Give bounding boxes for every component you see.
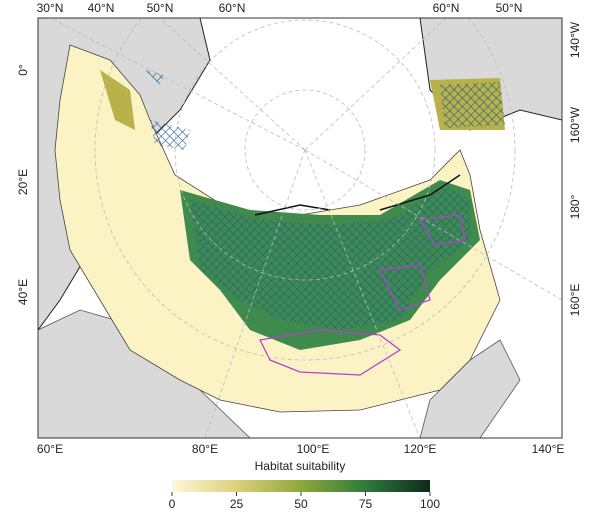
colorbar-tick-label: 100	[420, 497, 440, 511]
right-label: 160°W	[568, 106, 582, 143]
bottom-label: 120°E	[404, 442, 437, 456]
colorbar-tick-label: 0	[169, 497, 176, 511]
left-label: 0°	[16, 64, 30, 76]
map	[38, 18, 562, 438]
top-label: 40°N	[88, 1, 115, 15]
top-label: 30°N	[37, 1, 64, 15]
top-label: 50°N	[496, 1, 523, 15]
map-frame	[37, 17, 563, 439]
left-label: 20°E	[16, 169, 30, 195]
bottom-label: 60°E	[37, 442, 63, 456]
colorbar-tick-label: 25	[230, 497, 244, 511]
legend-title: Habitat suitability	[255, 459, 346, 473]
top-label: 50°N	[147, 1, 174, 15]
graticule	[49, 18, 562, 438]
colorbar: 0 25 50 75 100	[169, 480, 440, 511]
right-label: 180°	[568, 194, 582, 219]
occurrence-hatch	[145, 70, 505, 150]
occurrence-hatch	[190, 185, 470, 330]
bottom-label: 80°E	[192, 442, 218, 456]
right-label: 140°W	[568, 21, 582, 58]
range-outline	[259, 214, 466, 376]
right-label: 160°E	[568, 284, 582, 317]
bottom-label: 100°E	[297, 442, 330, 456]
colorbar-scale	[172, 480, 430, 492]
top-label: 60°N	[219, 1, 246, 15]
bottom-label: 140°E	[532, 442, 565, 456]
top-label: 60°N	[433, 1, 460, 15]
left-label: 40°E	[16, 279, 30, 305]
colorbar-tick-label: 75	[359, 497, 373, 511]
colorbar-tick-label: 50	[294, 497, 308, 511]
